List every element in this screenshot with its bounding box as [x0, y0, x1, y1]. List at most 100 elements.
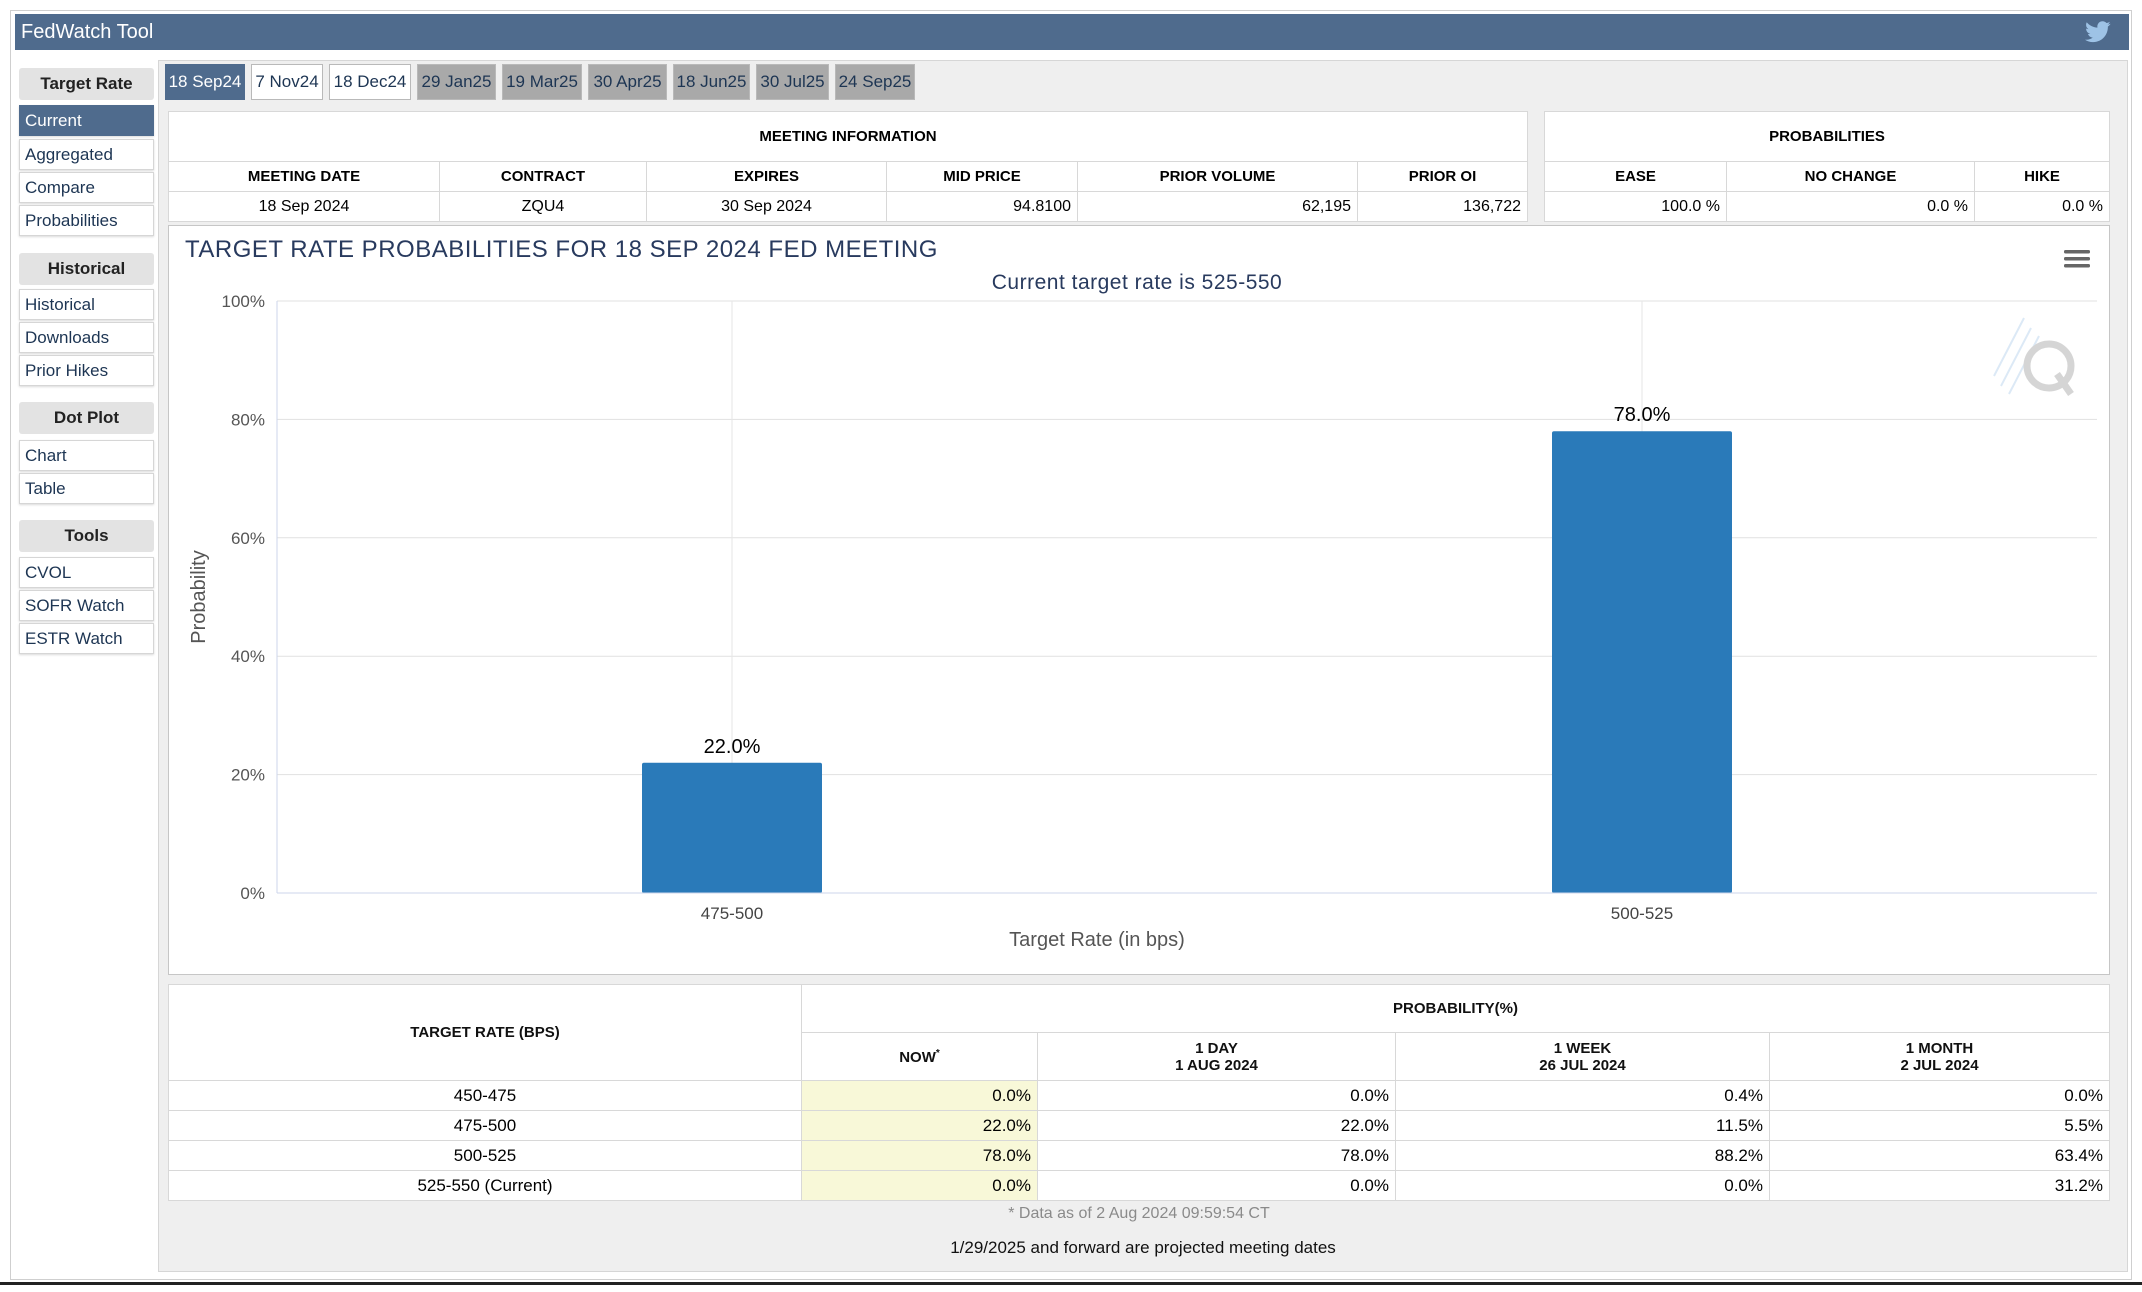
nav-item-estr-watch[interactable]: ESTR Watch: [19, 623, 154, 654]
nav-item-downloads[interactable]: Downloads: [19, 322, 154, 353]
col-1-week-date: 26 JUL 2024: [1539, 1056, 1626, 1074]
y-axis-title: Probability: [188, 550, 210, 643]
probability-table: TARGET RATE (BPS) PROBABILITY(%) NOW* 1 …: [168, 984, 2110, 1201]
row-1-month: 31.2%: [1769, 1170, 2110, 1201]
no-change-value: 0.0 %: [1726, 191, 1975, 222]
nav-item-sofr-watch[interactable]: SOFR Watch: [19, 590, 154, 621]
data-as-of-note: * Data as of 2 Aug 2024 09:59:54 CT: [1008, 1205, 1270, 1222]
col-now-asterisk: *: [935, 1047, 940, 1059]
col-target-rate: TARGET RATE (BPS): [168, 984, 802, 1081]
chart-canvas: Current target rate is 525-550 0% 20% 40% 60…: [188, 271, 2097, 951]
row-now: 0.0%: [801, 1170, 1038, 1201]
contract-value: ZQU4: [439, 191, 647, 222]
tab-29-jan25[interactable]: 29 Jan25: [417, 64, 496, 100]
col-contract: CONTRACT: [439, 161, 647, 192]
meeting-information-title: MEETING INFORMATION: [168, 111, 1528, 162]
tab-18-dec24[interactable]: 18 Dec24: [329, 64, 411, 100]
tab-18-jun25[interactable]: 18 Jun25: [673, 64, 750, 100]
row-1-day: 22.0%: [1037, 1110, 1396, 1141]
col-meeting-date: MEETING DATE: [168, 161, 440, 192]
table-row: 525-550 (Current) 0.0% 0.0% 0.0% 31.2%: [168, 1170, 2110, 1201]
y-tick-label: 60%: [231, 529, 265, 548]
probability-chart: Current target rate is 525-550 0% 20% 40% 60…: [168, 225, 2110, 975]
col-1-day: 1 DAY 1 AUG 2024: [1037, 1032, 1396, 1081]
y-tick-label: 100%: [222, 292, 265, 311]
nav-item-chart[interactable]: Chart: [19, 440, 154, 471]
col-1-week: 1 WEEK 26 JUL 2024: [1395, 1032, 1770, 1081]
col-now: NOW*: [801, 1032, 1038, 1081]
col-1-month-label: 1 MONTH: [1905, 1039, 1974, 1057]
ease-value: 100.0 %: [1544, 191, 1727, 222]
nav-item-historical[interactable]: Historical: [19, 289, 154, 320]
x-tick-label: 500-525: [1611, 904, 1673, 923]
nav-item-cvol[interactable]: CVOL: [19, 557, 154, 588]
projected-dates-footnote: 1/29/2025 and forward are projected meet…: [950, 1238, 1336, 1257]
hike-value: 0.0 %: [1974, 191, 2110, 222]
row-rate: 450-475: [168, 1080, 802, 1111]
twitter-bird-icon[interactable]: [2085, 20, 2111, 44]
col-hike: HIKE: [1974, 161, 2110, 192]
nav-heading-tools: Tools: [19, 520, 154, 552]
nav-heading-dot-plot: Dot Plot: [19, 402, 154, 434]
tab-7-nov24[interactable]: 7 Nov24: [251, 64, 323, 100]
row-now: 78.0%: [801, 1140, 1038, 1171]
nav-item-table[interactable]: Table: [19, 473, 154, 504]
tab-30-jul25[interactable]: 30 Jul25: [756, 64, 829, 100]
x-tick-label: 475-500: [701, 904, 763, 923]
chart-subtitle: Current target rate is 525-550: [992, 271, 1282, 294]
tab-30-apr25[interactable]: 30 Apr25: [588, 64, 667, 100]
col-prior-oi: PRIOR OI: [1357, 161, 1528, 192]
row-1-week: 11.5%: [1395, 1110, 1770, 1141]
y-tick-label: 0%: [240, 884, 265, 903]
row-1-day: 78.0%: [1037, 1140, 1396, 1171]
nav-item-probabilities[interactable]: Probabilities: [19, 205, 154, 236]
expires-value: 30 Sep 2024: [646, 191, 887, 222]
col-1-day-label: 1 DAY: [1195, 1039, 1238, 1057]
nav-item-prior-hikes[interactable]: Prior Hikes: [19, 355, 154, 386]
bar-data-label: 78.0%: [1614, 404, 1671, 426]
row-1-day: 0.0%: [1037, 1170, 1396, 1201]
row-1-week: 88.2%: [1395, 1140, 1770, 1171]
row-rate: 525-550 (Current): [168, 1170, 802, 1201]
meeting-date-value: 18 Sep 2024: [168, 191, 440, 222]
nav-item-current[interactable]: Current: [19, 105, 154, 136]
bar: [642, 762, 822, 893]
nav-item-aggregated[interactable]: Aggregated: [19, 139, 154, 170]
row-rate: 475-500: [168, 1110, 802, 1141]
probabilities-summary-table: PROBABILITIES EASE NO CHANGE HIKE 100.0 …: [1544, 111, 2110, 222]
col-1-month: 1 MONTH 2 JUL 2024: [1769, 1032, 2110, 1081]
row-1-month: 0.0%: [1769, 1080, 2110, 1111]
bar: [1552, 431, 1732, 893]
col-1-day-date: 1 AUG 2024: [1175, 1056, 1258, 1074]
y-tick-label: 40%: [231, 647, 265, 666]
col-no-change: NO CHANGE: [1726, 161, 1975, 192]
row-rate: 500-525: [168, 1140, 802, 1171]
col-1-week-label: 1 WEEK: [1553, 1039, 1612, 1057]
tab-18-sep24[interactable]: 18 Sep24: [165, 64, 245, 100]
row-1-day: 0.0%: [1037, 1080, 1396, 1111]
nav-item-compare[interactable]: Compare: [19, 172, 154, 203]
row-1-month: 63.4%: [1769, 1140, 2110, 1171]
col-expires: EXPIRES: [646, 161, 887, 192]
row-now: 0.0%: [801, 1080, 1038, 1111]
x-axis-title: Target Rate (in bps): [1009, 929, 1185, 951]
y-tick-label: 80%: [231, 410, 265, 429]
probabilities-title: PROBABILITIES: [1544, 111, 2110, 162]
bar-data-label: 22.0%: [704, 736, 761, 758]
hamburger-menu-icon[interactable]: [2063, 248, 2091, 270]
tab-24-sep25[interactable]: 24 Sep25: [835, 64, 915, 100]
y-tick-label: 20%: [231, 766, 265, 785]
table-row: 450-475 0.0% 0.0% 0.4% 0.0%: [168, 1080, 2110, 1111]
col-mid-price: MID PRICE: [886, 161, 1078, 192]
bottom-divider: [0, 1282, 2142, 1285]
col-now-label: NOW: [899, 1048, 936, 1066]
table-row: 475-500 22.0% 22.0% 11.5% 5.5%: [168, 1110, 2110, 1141]
col-prior-volume: PRIOR VOLUME: [1077, 161, 1358, 192]
app-title-bar: FedWatch Tool: [15, 14, 2129, 50]
col-ease: EASE: [1544, 161, 1727, 192]
row-1-week: 0.4%: [1395, 1080, 1770, 1111]
meeting-information-table: MEETING INFORMATION MEETING DATE CONTRAC…: [168, 111, 1528, 222]
tab-19-mar25[interactable]: 19 Mar25: [502, 64, 582, 100]
mid-price-value: 94.8100: [886, 191, 1078, 222]
q-logo-icon: [1993, 317, 2075, 397]
